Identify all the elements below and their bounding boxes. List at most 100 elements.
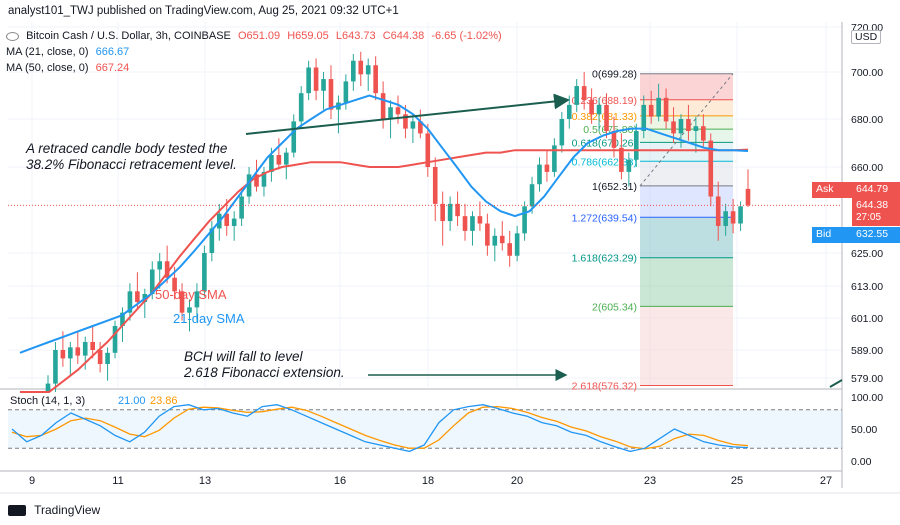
candle-body (68, 347, 73, 359)
candle-body (172, 277, 177, 292)
candle-body (552, 145, 557, 172)
ask-tag: Ask (812, 182, 852, 198)
countdown-tag: 27:05 (852, 212, 900, 226)
offscreen-trend-line (829, 379, 843, 388)
candle-body (276, 155, 282, 165)
candle-body (224, 213, 230, 226)
time-tick-label: 25 (731, 475, 743, 487)
candle-body (261, 171, 267, 187)
legend-open: O651.09 (237, 30, 281, 42)
fib-band (640, 142, 733, 162)
candle-body (246, 174, 252, 197)
candle-body (351, 60, 356, 82)
grid-lines (0, 22, 843, 488)
candle-body (418, 121, 423, 134)
candle-body (619, 147, 624, 172)
candle-body (321, 79, 326, 91)
time-tick-label: 16 (334, 475, 346, 487)
time-axis: 9 11 13 16 18 20 23 25 27 (0, 475, 900, 494)
fib-band (640, 99, 733, 116)
publish-header: analyst101_TWJ published on TradingView.… (8, 5, 399, 17)
annotation-fib-test-text: A retraced candle body tested the 38.2% … (26, 141, 237, 172)
legend-ma21-value: 666.67 (95, 46, 130, 58)
eye-icon[interactable] (6, 31, 19, 41)
ask-value-tag: 644.79 (852, 182, 900, 198)
candle-body (477, 216, 483, 224)
tradingview-logo-icon (8, 505, 26, 517)
fib-band (640, 306, 733, 386)
candle-body (82, 342, 88, 356)
stoch-k-value: 21.00 (118, 395, 146, 407)
candle-body (559, 119, 565, 146)
stoch-band (8, 409, 842, 449)
candle-body (403, 114, 408, 129)
candle-body (604, 104, 609, 131)
currency-button[interactable]: USD (851, 30, 882, 44)
candle-body (589, 100, 594, 115)
price-tick-label: 579.00 (851, 373, 883, 385)
fib-level-label: 1.618(623.29) (572, 253, 637, 265)
legend-ma50-row[interactable]: MA (50, close, 0) 667.24 (6, 60, 506, 76)
annotation-sma50[interactable]: 50-day SMA (155, 287, 227, 302)
annotation-sma21[interactable]: 21-day SMA (173, 311, 245, 326)
stoch-d-line (11, 405, 749, 450)
candle-body (90, 342, 95, 350)
candle-body (291, 121, 297, 153)
fib-level-label: 0.236(688.19) (572, 95, 637, 107)
moving-averages (19, 94, 749, 393)
stoch-label: Stoch (14, 1, 3) (10, 395, 85, 407)
candle-body (447, 203, 453, 222)
candle-body (462, 216, 468, 231)
candle-body (656, 97, 661, 117)
price-tick-label: 601.00 (851, 313, 883, 325)
stochastic-pane: Stoch (14, 1, 3) 21.00 23.86 100.00 50.00 0.0… (8, 392, 883, 468)
candle-body (395, 107, 401, 115)
candle-body (358, 60, 364, 75)
trend-arrow (245, 93, 570, 135)
candle-body (60, 350, 66, 359)
candle-body (738, 206, 743, 224)
candle-body (522, 206, 527, 234)
candle-body (45, 383, 51, 392)
candle-body (231, 218, 237, 226)
candle-body (365, 65, 371, 75)
candle-body (269, 155, 274, 172)
annotation-fib-test[interactable]: A retraced candle body tested the 38.2% … (26, 141, 237, 173)
annotation-bch-fall[interactable]: BCH will fall to level 2.618 Fibonacci e… (184, 349, 345, 381)
legend-ma21-row[interactable]: MA (21, close, 0) 666.67 (6, 44, 506, 60)
legend-low: L643.73 (335, 30, 376, 42)
candle-body (328, 79, 334, 110)
fib-level-label: 1(652.31) (592, 181, 637, 193)
time-tick-label: 13 (199, 475, 211, 487)
candle-body (581, 86, 587, 101)
candle-body (671, 121, 676, 134)
candle-body (112, 326, 118, 353)
candle-body (470, 216, 475, 231)
candle-body (730, 211, 736, 224)
fib-band (640, 257, 733, 307)
candle-body (641, 104, 647, 131)
candle-body (298, 93, 304, 122)
candlesticks (45, 51, 751, 392)
candle-body (388, 107, 393, 119)
price-tick-label: 625.00 (851, 248, 883, 260)
fib-level-label: 0(699.28) (592, 69, 637, 81)
price-tick-label: 660.00 (851, 162, 883, 174)
legend-high: H659.05 (287, 30, 329, 42)
candle-body (202, 253, 207, 292)
stoch-tick-label: 50.00 (851, 424, 877, 436)
candle-body (164, 261, 170, 278)
candle-body (701, 126, 706, 141)
fib-level-label: 1.272(639.54) (572, 212, 637, 224)
fib-level-label: 2(605.34) (592, 301, 637, 313)
candle-body (596, 104, 602, 115)
candle-body (499, 235, 505, 244)
price-tick-label: 589.00 (851, 345, 883, 357)
trend-drawings (8, 93, 843, 388)
candle-body (485, 223, 490, 246)
candle-body (425, 133, 431, 167)
fib-band (640, 129, 733, 143)
price-tick-label: 700.00 (851, 67, 883, 79)
chart-legend: Bitcoin Cash / U.S. Dollar, 3h, COINBASE… (6, 28, 506, 76)
